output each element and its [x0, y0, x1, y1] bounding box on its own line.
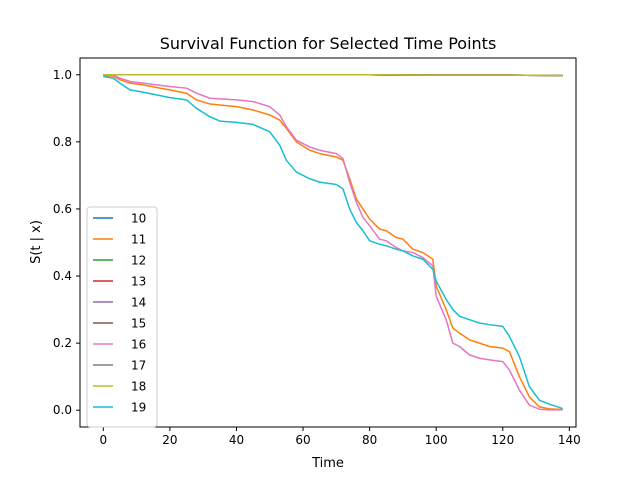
y-axis-label: S(t | x) — [29, 220, 44, 264]
legend-label-16: 16 — [131, 338, 146, 352]
legend-label-11: 11 — [131, 233, 146, 247]
x-tick-label: 140 — [558, 433, 581, 447]
series-line-18 — [103, 74, 563, 77]
y-tick-label: 1.0 — [53, 68, 72, 82]
x-tick-label: 20 — [162, 433, 177, 447]
series-line-19 — [103, 75, 563, 410]
legend-box — [86, 206, 158, 428]
legend-label-17: 17 — [131, 359, 146, 373]
x-tick-label: 40 — [229, 433, 244, 447]
x-tick-label: 80 — [362, 433, 377, 447]
legend-label-18: 18 — [131, 380, 146, 394]
legend-label-19: 19 — [131, 401, 146, 415]
y-tick-label: 0.6 — [53, 202, 72, 216]
legend-label-12: 12 — [131, 254, 146, 268]
y-axis-ticks: 0.0 0.2 0.4 0.6 0.8 1.0 — [53, 68, 80, 417]
series-line-11 — [103, 74, 563, 411]
legend-label-15: 15 — [131, 317, 146, 331]
x-tick-label: 120 — [491, 433, 514, 447]
y-tick-label: 0.0 — [53, 403, 72, 417]
x-axis-ticks: 0 20 40 60 80 100 120 140 — [99, 427, 581, 447]
series-layer — [103, 74, 563, 411]
legend-label-10: 10 — [131, 212, 146, 226]
x-axis-label: Time — [311, 456, 344, 471]
plot-frame — [79, 57, 577, 428]
y-tick-label: 0.4 — [53, 269, 72, 283]
legend-label-14: 14 — [131, 296, 146, 310]
legend: 10 11 12 13 14 15 16 17 18 19 — [86, 206, 158, 428]
y-tick-label: 0.8 — [53, 135, 72, 149]
x-tick-label: 100 — [425, 433, 448, 447]
x-tick-label: 0 — [99, 433, 107, 447]
y-tick-label: 0.2 — [53, 336, 72, 350]
x-tick-label: 60 — [295, 433, 310, 447]
plot-area — [103, 74, 563, 411]
legend-label-13: 13 — [131, 275, 146, 289]
series-line-16 — [103, 74, 563, 411]
chart-title: Survival Function for Selected Time Poin… — [160, 34, 497, 53]
